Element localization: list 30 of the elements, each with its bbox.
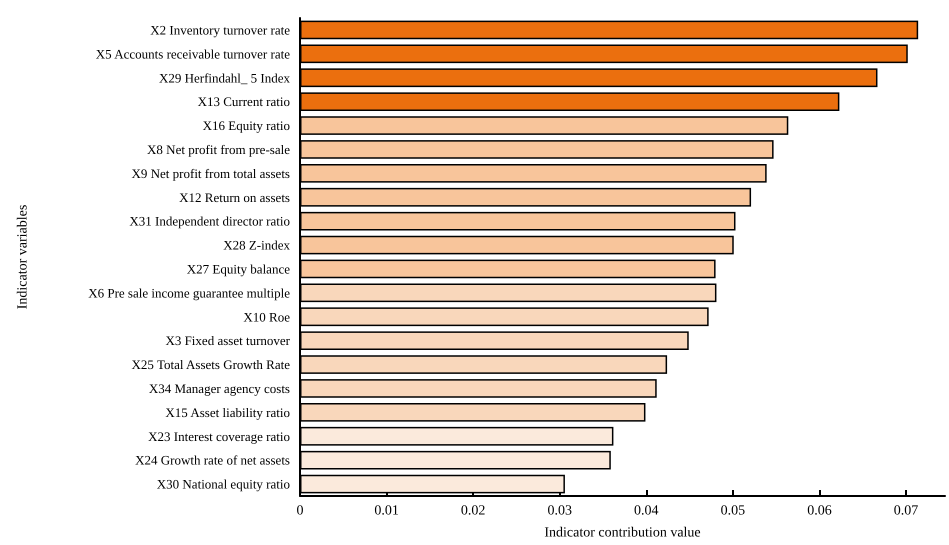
y-tick-label: X16 Equity ratio [202, 118, 290, 134]
x-axis-title: Indicator contribution value [544, 526, 701, 540]
x-tick-label: 0.07 [894, 504, 918, 518]
x-tick-label: 0.02 [460, 504, 486, 518]
y-tick-label: X23 Interest coverage ratio [148, 428, 290, 444]
y-tick-label: X12 Return on assets [179, 190, 290, 205]
y-tick-label: X29 Herfindahl_ 5 Index [158, 70, 290, 86]
x-tick-label: 0.03 [547, 504, 572, 518]
x-tick-label: 0.01 [374, 504, 399, 518]
y-tick-label: X10 Roe [243, 309, 290, 324]
y-tick-label: X15 Asset liability ratio [165, 404, 290, 420]
x-tick-label: 0.06 [807, 504, 832, 518]
y-tick-label: X5 Accounts receivable turnover rate [96, 46, 290, 62]
y-tick-label: X3 Fixed asset turnover [165, 333, 291, 348]
y-tick-label: X28 Z-index [223, 238, 290, 253]
x-tick-label: 0.05 [720, 504, 746, 518]
y-tick-label: X2 Inventory turnover rate [150, 22, 290, 38]
y-tick-label: X24 Growth rate of net assets [135, 452, 290, 468]
y-tick-label: X13 Current ratio [198, 94, 290, 110]
y-tick-label: X34 Manager agency costs [148, 380, 290, 396]
y-tick-label: X8 Net profit from pre-sale [147, 142, 290, 157]
y-tick-label: X9 Net profit from total assets [132, 166, 290, 181]
y-tick-label: X31 Independent director ratio [129, 214, 290, 229]
y-tick-label: X27 Equity balance [186, 261, 290, 276]
x-tick-label: 0 [296, 504, 304, 518]
y-tick-label: X25 Total Assets Growth Rate [132, 357, 290, 372]
y-tick-label: X6 Pre sale income guarantee multiple [88, 285, 290, 300]
y-tick-label: X30 National equity ratio [156, 476, 290, 492]
y-axis-title: Indicator variables [16, 204, 30, 310]
x-tick-label: 0.04 [634, 504, 659, 518]
